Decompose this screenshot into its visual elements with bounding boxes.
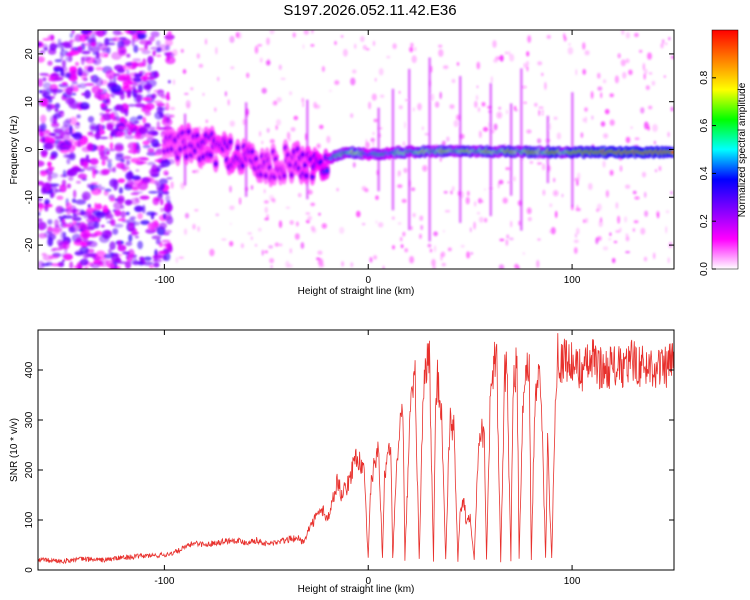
spectrogram-ytick-label: 20	[24, 48, 35, 60]
colorbar-frame	[711, 29, 739, 270]
chart-title: S197.2026.052.11.42.E36	[283, 2, 456, 19]
colorbar-tick-label: 0.6	[699, 118, 710, 132]
colorbar-tick-label: 0.0	[699, 262, 710, 276]
snr-panel: -100 0 100 0 100 200 300 400 Height of straight…	[9, 329, 675, 595]
snr-ytick-label: 400	[24, 361, 35, 378]
spectrogram-xlabel: Height of straight line (km)	[298, 286, 415, 297]
spectrogram-xtick-label: 100	[564, 275, 581, 286]
spectrogram-xtick-label: -100	[154, 275, 174, 286]
snr-xtick-label: 100	[564, 576, 581, 587]
colorbar-ticks: 0.0 0.2 0.4 0.6 0.8	[699, 70, 716, 276]
colorbar-tick-label: 0.4	[699, 166, 710, 180]
spectrogram-ytick-label: 0	[24, 146, 35, 152]
snr-ytick-label: 300	[24, 411, 35, 428]
spectrogram-image	[38, 30, 674, 269]
spectrogram-xtick-label: 0	[365, 275, 371, 286]
colorbar-tick-label: 0.8	[699, 70, 710, 84]
snr-ytick-label: 100	[24, 511, 35, 528]
spectrogram-ytick-label: 10	[24, 96, 35, 108]
colorbar-tick-label: 0.2	[699, 214, 710, 228]
colorbar: 0.0 0.2 0.4 0.6 0.8 Normalized spectral ampl…	[699, 29, 748, 276]
snr-ytick-label: 200	[24, 461, 35, 478]
spectrogram-ytick-label: -20	[24, 237, 35, 252]
spectrogram-ylabel: Frequency (Hz)	[9, 116, 20, 185]
snr-ticks: -100 0 100 0 100 200 300 400	[24, 330, 674, 587]
snr-ylabel: SNR (10 * v/v)	[9, 418, 20, 482]
snr-xtick-label: 0	[365, 576, 371, 587]
snr-ytick-label: 0	[24, 567, 35, 573]
colorbar-label: Normalized spectral amplitude	[737, 82, 748, 217]
colorbar-gradient	[712, 30, 738, 269]
snr-frame	[37, 329, 675, 571]
snr-series-line	[38, 333, 674, 565]
snr-xlabel: Height of straight line (km)	[298, 584, 415, 595]
snr-plot-area	[38, 333, 674, 565]
snr-xtick-label: -100	[154, 576, 174, 587]
spectrogram-ytick-label: -10	[24, 190, 35, 205]
